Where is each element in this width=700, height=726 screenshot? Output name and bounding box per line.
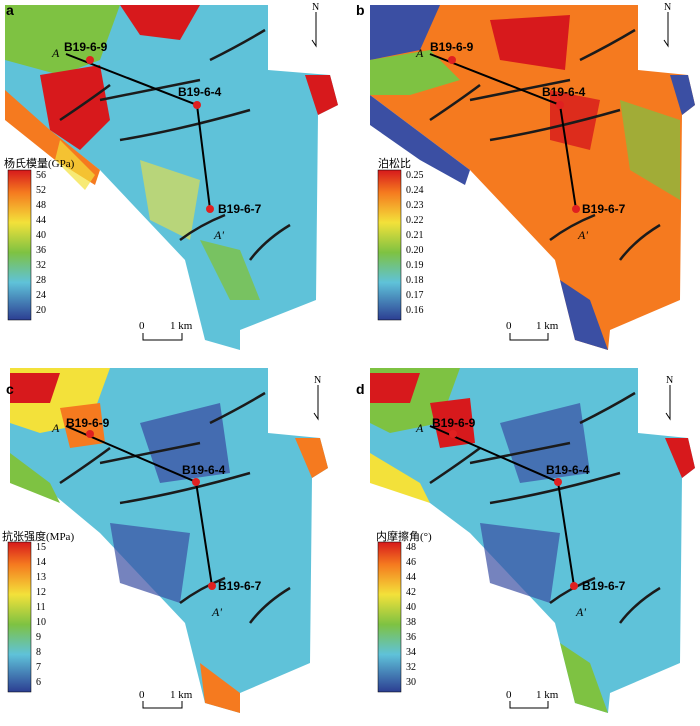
well-label: B19-6-4 xyxy=(546,463,590,477)
panel-a: a N 杨氏模量(GPa) 56 52 48 44 40 36 32 28 24… xyxy=(0,0,350,363)
colorbar-tick: 12 xyxy=(36,587,46,598)
scale-unit: 1 km xyxy=(536,320,559,332)
colorbar-tick: 32 xyxy=(406,662,416,673)
colorbar-tick: 14 xyxy=(36,557,46,568)
colorbar-tick: 0.17 xyxy=(406,290,424,301)
section-start-label: A xyxy=(416,46,424,60)
panel-c: c N 抗张强度(MPa) 15 14 13 12 11 10 9 8 7 6 … xyxy=(0,363,350,726)
scale-unit: 1 km xyxy=(536,689,559,701)
well-label: B19-6-7 xyxy=(218,202,262,216)
panel-label-b: b xyxy=(356,2,365,18)
colorbar-tick: 56 xyxy=(36,170,46,181)
colorbar-title-d: 内摩擦角(°) xyxy=(376,531,432,543)
colorbar-tick: 40 xyxy=(406,602,416,613)
section-end-label: A' xyxy=(576,605,586,619)
section-start-label: A xyxy=(52,46,60,60)
colorbar-tick: 32 xyxy=(36,260,46,271)
colorbar-tick: 11 xyxy=(36,602,46,613)
colorbar-tick: 8 xyxy=(36,647,41,658)
colorbar-tick: 42 xyxy=(406,587,416,598)
colorbar-tick: 0.19 xyxy=(406,260,424,271)
scale-zero: 0 xyxy=(506,689,512,701)
section-start-label: A xyxy=(416,421,424,435)
north-arrow-label: N xyxy=(664,2,672,13)
colorbar-tick: 0.24 xyxy=(406,185,424,196)
colorbar-tick: 40 xyxy=(36,230,46,241)
colorbar-tick: 13 xyxy=(36,572,46,583)
scale-unit: 1 km xyxy=(170,689,193,701)
colorbar-tick: 7 xyxy=(36,662,41,673)
colorbar-tick: 28 xyxy=(36,275,46,286)
scale-zero: 0 xyxy=(139,689,145,701)
colorbar-tick: 0.20 xyxy=(406,245,424,256)
well-label: B19-6-4 xyxy=(182,463,226,477)
section-end-label: A' xyxy=(214,228,224,242)
map-b xyxy=(370,5,695,350)
colorbar-tick: 0.23 xyxy=(406,200,424,211)
panel-d: d N 内摩擦角(°) 48 46 44 42 40 38 36 34 32 3… xyxy=(350,363,700,726)
panel-label-a: a xyxy=(6,2,14,18)
colorbar-tick: 44 xyxy=(406,572,416,583)
panel-label-d: d xyxy=(356,381,365,397)
panel-label-c: c xyxy=(6,381,14,397)
map-d xyxy=(370,368,695,713)
scale-zero: 0 xyxy=(506,320,512,332)
section-start-label: A xyxy=(52,421,60,435)
panel-b: b N 泊松比 0.25 0.24 0.23 0.22 0.21 0.20 0.… xyxy=(350,0,700,363)
well-label: B19-6-7 xyxy=(218,579,262,593)
colorbar-tick: 6 xyxy=(36,677,41,688)
colorbar-tick: 48 xyxy=(36,200,46,211)
colorbar-tick: 30 xyxy=(406,677,416,688)
colorbar-tick: 44 xyxy=(36,215,46,226)
colorbar-tick: 20 xyxy=(36,305,46,316)
colorbar-tick: 15 xyxy=(36,542,46,553)
colorbar-title-c: 抗张强度(MPa) xyxy=(2,531,75,543)
well-label: B19-6-7 xyxy=(582,579,626,593)
colorbar-tick: 34 xyxy=(406,647,416,658)
colorbar-tick: 0.21 xyxy=(406,230,424,241)
well-label: B19-6-4 xyxy=(178,85,222,99)
colorbar-tick: 36 xyxy=(406,632,416,643)
well-label: B19-6-7 xyxy=(582,202,626,216)
colorbar-tick: 48 xyxy=(406,542,416,553)
colorbar-tick: 24 xyxy=(36,290,46,301)
colorbar-tick: 9 xyxy=(36,632,41,643)
colorbar-tick: 52 xyxy=(36,185,46,196)
colorbar-tick: 46 xyxy=(406,557,416,568)
section-end-label: A' xyxy=(212,605,222,619)
colorbar-tick: 10 xyxy=(36,617,46,628)
well-label: B19-6-9 xyxy=(432,416,476,430)
map-a xyxy=(5,5,338,350)
well-label: B19-6-9 xyxy=(430,40,474,54)
colorbar-tick: 0.22 xyxy=(406,215,424,226)
well-label: B19-6-9 xyxy=(64,40,108,54)
north-arrow-label: N xyxy=(312,2,320,13)
scale-zero: 0 xyxy=(139,320,145,332)
colorbar-tick: 36 xyxy=(36,245,46,256)
north-arrow-label: N xyxy=(666,375,674,386)
scale-unit: 1 km xyxy=(170,320,193,332)
map-c xyxy=(7,368,328,713)
survey-area-b xyxy=(370,5,695,350)
colorbar-tick: 0.25 xyxy=(406,170,424,181)
colorbar-title-a: 杨氏模量(GPa) xyxy=(4,158,75,170)
well-label: B19-6-4 xyxy=(542,85,586,99)
colorbar-title-b: 泊松比 xyxy=(378,158,411,170)
well-label: B19-6-9 xyxy=(66,416,110,430)
colorbar-tick: 0.16 xyxy=(406,305,424,316)
colorbar-tick: 38 xyxy=(406,617,416,628)
north-arrow-label: N xyxy=(314,375,322,386)
colorbar-tick: 0.18 xyxy=(406,275,424,286)
section-end-label: A' xyxy=(578,228,588,242)
